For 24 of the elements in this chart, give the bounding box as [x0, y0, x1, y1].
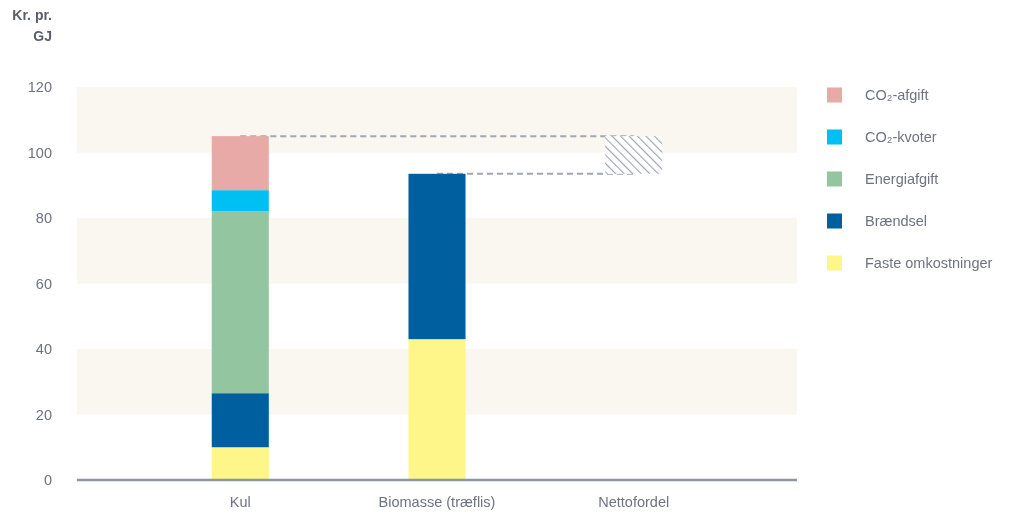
- y-tick-label: 40: [35, 341, 52, 357]
- legend-label: CO₂-afgift: [865, 87, 929, 103]
- legend-label: CO₂-kvoter: [865, 129, 937, 145]
- bar: [211, 447, 269, 480]
- y-tick-label: 0: [43, 472, 52, 488]
- bar: [211, 211, 269, 394]
- legend-label: Energiafgift: [865, 171, 939, 187]
- bar: [408, 339, 466, 480]
- bar: [211, 393, 269, 448]
- y-axis-title: Kr. pr. GJ: [12, 7, 52, 44]
- y-tick-label: 80: [35, 210, 52, 226]
- legend-label: Faste omkostninger: [865, 255, 993, 271]
- bar: [211, 190, 269, 212]
- x-tick-label: Biomasse (træflis): [378, 494, 496, 510]
- y-tick-label: 100: [27, 144, 52, 161]
- bar: [211, 136, 269, 191]
- y-tick-label: 120: [27, 79, 52, 95]
- bar: [605, 136, 663, 174]
- bar: [408, 173, 466, 340]
- x-tick-label: Kul: [229, 494, 251, 510]
- y-tick-label: 60: [35, 275, 52, 292]
- legend-label: Brændsel: [865, 213, 928, 229]
- x-tick-label: Nettofordel: [598, 494, 670, 510]
- y-tick-label: 20: [35, 406, 52, 423]
